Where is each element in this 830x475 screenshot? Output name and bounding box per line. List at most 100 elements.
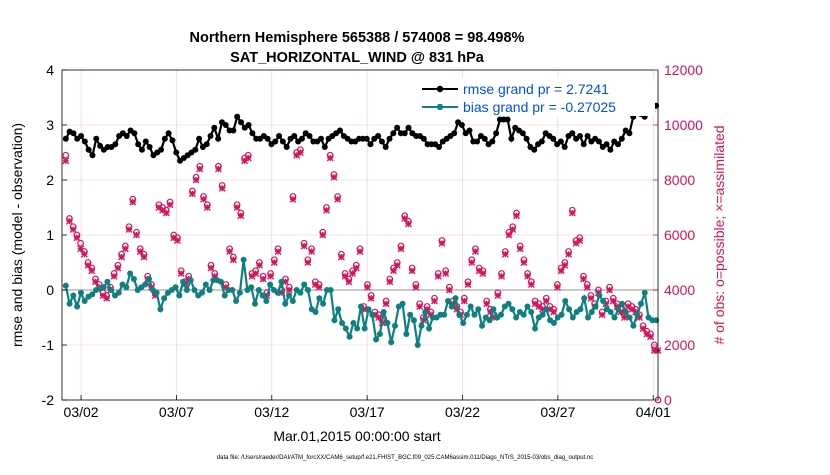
rmse-point [173, 149, 180, 156]
assimilated-obs-marker [99, 292, 107, 299]
bias-point [115, 289, 122, 296]
bias-point [380, 309, 387, 315]
bias-point [339, 320, 346, 326]
rmse-point [192, 146, 199, 153]
rmse-point [317, 135, 324, 142]
assimilated-obs-marker [214, 165, 222, 173]
rmse-point [237, 119, 244, 126]
x-tick-label: 04/01 [636, 404, 671, 420]
y-left-tick-label: 4 [46, 62, 54, 78]
rmse-point [458, 122, 465, 128]
bias-point [263, 298, 270, 304]
rmse-point [394, 124, 401, 131]
bias-point [418, 322, 425, 329]
bias-point [452, 295, 459, 302]
bias-point [543, 306, 550, 313]
assimilated-obs-marker [289, 195, 297, 203]
bias-point [157, 306, 164, 313]
bias-point [316, 295, 323, 302]
rmse-point [169, 137, 176, 144]
y-left-tick-label: 2 [46, 172, 54, 188]
assimilated-obs-marker [445, 286, 453, 294]
bias-point [357, 303, 364, 310]
rmse-point [508, 135, 515, 142]
bias-point [282, 300, 289, 307]
bias-point [240, 256, 247, 263]
assimilated-obs-marker [84, 261, 92, 269]
rmse-point [298, 135, 305, 142]
bias-point [592, 303, 599, 310]
bias-point [414, 342, 421, 348]
rmse-point [85, 146, 92, 153]
bias-point [588, 309, 595, 315]
assimilated-obs-marker [300, 242, 308, 250]
bias-point [569, 314, 576, 321]
bias-point [217, 278, 224, 285]
bias-point [229, 287, 236, 293]
bias-point [475, 306, 482, 313]
rmse-point [142, 138, 149, 145]
assimilated-obs-marker [542, 297, 550, 305]
bias-point [312, 309, 319, 315]
bias-point [584, 314, 591, 321]
bias-point [183, 287, 190, 293]
assimilated-obs-marker [356, 248, 364, 255]
y-axis-right-label: # of obs: o=possible; ×=assimilated [711, 125, 727, 344]
assimilated-obs-marker [226, 248, 234, 255]
rmse-point [405, 124, 412, 131]
bias-point [267, 281, 274, 288]
bias-point [600, 298, 607, 304]
bias-point [206, 287, 213, 293]
assimilated-obs-marker [129, 198, 137, 206]
rmse-point [615, 141, 622, 148]
assimilated-obs-marker [337, 253, 345, 261]
assimilated-obs-marker [166, 201, 174, 209]
assimilated-obs-marker [229, 256, 237, 264]
rmse-point [230, 127, 237, 134]
rmse-point [62, 135, 69, 142]
rmse-point [89, 152, 96, 159]
rmse-point [489, 138, 496, 145]
rmse-point [626, 130, 633, 137]
rmse-point [279, 138, 286, 145]
bias-point [81, 298, 88, 304]
bias-point [630, 322, 637, 329]
rmse-point [557, 138, 564, 145]
assimilated-obs-marker [438, 239, 446, 247]
bias-point [202, 281, 209, 288]
bias-point [221, 292, 228, 299]
assimilated-obs-marker [628, 305, 636, 313]
rmse-point [420, 135, 427, 142]
bias-point [123, 284, 130, 291]
assimilated-obs-marker [73, 234, 81, 242]
assimilated-obs-marker [159, 206, 167, 214]
assimilated-obs-marker [609, 297, 617, 305]
assimilated-obs-marker [464, 281, 472, 288]
rmse-point [215, 135, 222, 142]
assimilated-obs-marker [62, 157, 70, 165]
assimilated-obs-marker [293, 151, 301, 159]
y-left-tick-label: 1 [46, 227, 54, 243]
assimilated-obs-marker [140, 253, 148, 261]
rmse-point [531, 146, 538, 153]
bias-point [77, 289, 84, 296]
rmse-point [382, 144, 389, 150]
rmse-point [146, 144, 153, 150]
rmse-point [504, 116, 511, 123]
assimilated-obs-marker [252, 270, 260, 277]
bias-point [233, 298, 240, 304]
bias-point [637, 300, 644, 307]
y-right-tick-label: 2000 [664, 337, 695, 353]
assimilated-obs-marker [352, 264, 360, 272]
x-tick-label: 03/27 [540, 404, 575, 420]
bias-point [335, 306, 342, 313]
assimilated-obs-marker [203, 204, 211, 211]
rmse-point [203, 141, 210, 148]
assimilated-obs-marker [326, 154, 334, 162]
bias-point [365, 306, 372, 313]
rmse-point [474, 138, 481, 145]
rmse-point [234, 113, 241, 120]
assimilated-obs-marker [155, 204, 163, 211]
rmse-point [138, 146, 145, 153]
assimilated-obs-marker [345, 278, 353, 286]
